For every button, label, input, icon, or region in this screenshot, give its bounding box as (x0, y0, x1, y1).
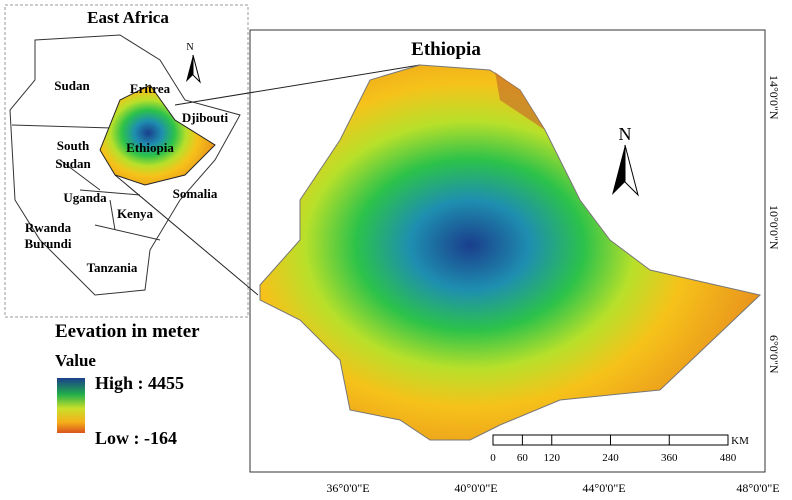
scale-label: 360 (661, 452, 678, 464)
scale-label: 60 (517, 452, 529, 464)
country-label: Eritrea (130, 81, 171, 96)
scale-label: 240 (602, 452, 619, 464)
legend-title: Eevation in meter (55, 321, 200, 342)
country-label: Rwanda (25, 220, 72, 235)
north-arrow (612, 145, 625, 195)
country-label: Sudan (54, 78, 90, 93)
scale-label: 0 (490, 452, 496, 464)
country-label: Tanzania (87, 260, 138, 275)
inset-land (9, 34, 241, 296)
x-coord-label: 40°0'0"E (454, 481, 497, 495)
north-label: N (619, 124, 632, 144)
scale-unit: KM (731, 435, 749, 447)
scale-label: 120 (544, 452, 561, 464)
labels: East Africa N Sudan Eritrea Djibouti South Sud… (25, 8, 781, 495)
country-label: Kenya (117, 206, 154, 221)
zoom-line (174, 64, 421, 106)
country-label: Somalia (173, 186, 218, 201)
y-coord-label: 14°0'0"N (767, 75, 781, 120)
legend-subtitle: Value (55, 351, 96, 370)
y-coord-label: 10°0'0"N (767, 205, 781, 250)
inset-ethiopia (99, 84, 216, 186)
x-coord-label: 48°0'0"E (736, 481, 779, 495)
map-title: Ethiopia (411, 39, 481, 60)
inset-frame (4, 4, 249, 318)
legend-ramp (57, 378, 85, 433)
north-arrow (624, 144, 639, 197)
north-arrow (186, 55, 193, 82)
inset-borders (11, 124, 181, 241)
main-frame (249, 29, 766, 473)
zoom-line (114, 174, 259, 296)
inset-title: East Africa (87, 8, 169, 27)
country-label: Djibouti (182, 110, 229, 125)
y-coord-label: 6°0'0"N (767, 335, 781, 374)
scale-label: 480 (720, 452, 737, 464)
country-label: South (57, 138, 90, 153)
north-label: N (186, 42, 193, 53)
danakil-lowland (495, 72, 545, 130)
country-label: Sudan (55, 156, 91, 171)
x-coord-label: 44°0'0"E (582, 481, 625, 495)
country-label: Uganda (63, 190, 107, 205)
legend-low: Low : -164 (95, 428, 177, 448)
legend-high: High : 4455 (95, 373, 184, 393)
north-arrow (192, 54, 201, 84)
country-label: Ethiopia (126, 140, 174, 155)
x-coord-label: 36°0'0"E (326, 481, 369, 495)
ethiopia-elevation (259, 64, 762, 441)
country-label: Burundi (25, 236, 72, 251)
